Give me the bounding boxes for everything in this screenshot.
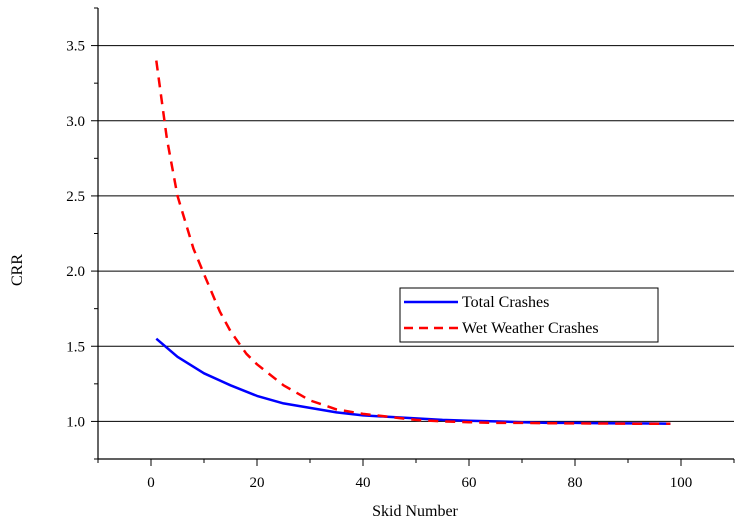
y-tick-label-4: 3.0 <box>66 114 85 130</box>
x-axis-title: Skid Number <box>372 503 458 520</box>
y-tick-label-5: 3.5 <box>66 39 85 55</box>
x-tick-label-2: 40 <box>356 475 371 491</box>
x-tick-label-3: 60 <box>462 475 477 491</box>
series-line-wet-weather-crashes <box>155 60 671 425</box>
grid-lines <box>98 45 734 422</box>
y-axis-title: CRR <box>9 254 26 286</box>
legend-label-total: Total Crashes <box>462 294 549 311</box>
legend-label-wet: Wet Weather Crashes <box>462 320 599 337</box>
y-tick-label-2: 2.0 <box>66 264 85 280</box>
x-tick-label-0: 0 <box>147 475 155 491</box>
x-tick-label-4: 80 <box>568 475 583 491</box>
y-tick-label-1: 1.5 <box>66 339 85 355</box>
x-tick-label-5: 100 <box>670 475 693 491</box>
series-line-total-crashes <box>155 337 671 425</box>
axes: 1.0 1.5 2.0 2.5 3.0 3.5 0 20 40 60 80 100 <box>66 7 735 491</box>
legend-box <box>399 287 659 343</box>
series-layer <box>155 60 671 425</box>
x-tick-label-1: 20 <box>250 475 265 491</box>
legend: Total Crashes Wet Weather Crashes <box>399 287 659 343</box>
y-tick-label-3: 2.5 <box>66 189 85 205</box>
y-tick-label-0: 1.0 <box>66 414 85 430</box>
